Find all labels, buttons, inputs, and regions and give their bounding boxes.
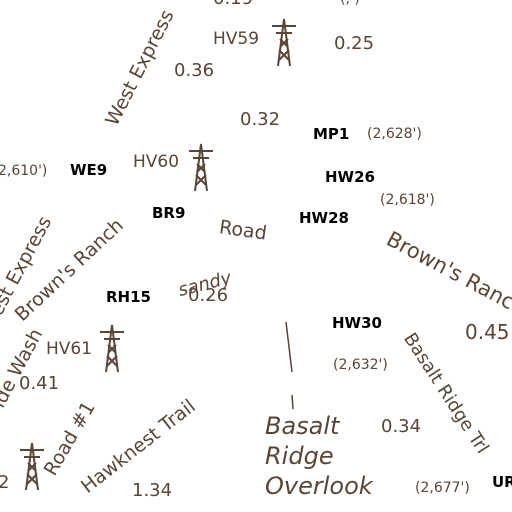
code-hw26: HW26 <box>325 168 375 186</box>
power-tower-icon <box>20 442 44 490</box>
code-hv61: HV61 <box>46 339 93 359</box>
code-br9: BR9 <box>152 204 186 222</box>
power-tower-icon <box>272 18 296 66</box>
distance-0-41: 0.41 <box>19 373 60 394</box>
distance-0-34: 0.34 <box>381 416 422 437</box>
elevation-2618: (2,618') <box>380 192 435 208</box>
elevation-2628: (2,628') <box>367 126 422 142</box>
overlook-leader-line-short <box>291 394 294 410</box>
elevation-2632: (2,632') <box>333 357 388 373</box>
distance-0-19: 0.19 <box>213 0 253 8</box>
elevation-2610: 2,610') <box>0 163 48 179</box>
distance-0-25: 0.25 <box>334 33 375 54</box>
elevation-2677: (2,677') <box>415 480 470 496</box>
power-tower-icon <box>100 324 124 372</box>
code-hw28: HW28 <box>299 209 349 227</box>
overlook-line-2: Ridge <box>265 442 334 470</box>
overlook-leader-line <box>285 321 293 373</box>
code-ur: UR <box>492 473 512 491</box>
basalt-ridge-overlook-label: Basalt Ridge Overlook <box>265 411 373 501</box>
distance-0-32: 0.32 <box>240 109 281 130</box>
code-rh15: RH15 <box>106 288 151 306</box>
code-we9: WE9 <box>70 161 108 179</box>
overlook-line-1: Basalt <box>265 412 340 440</box>
distance-2: 2 <box>0 472 10 493</box>
overlook-line-3: Overlook <box>265 472 373 500</box>
code-hv59: HV59 <box>213 29 260 49</box>
distance-0-26: 0.26 <box>188 285 229 306</box>
distance-0-36: 0.36 <box>174 60 215 81</box>
code-hw30: HW30 <box>332 314 382 332</box>
distance-1-34: 1.34 <box>132 480 173 501</box>
elevation-top: (, ) <box>340 0 360 6</box>
code-hv60: HV60 <box>133 152 180 172</box>
distance-0-45: 0.45 <box>465 320 510 344</box>
code-mp1: MP1 <box>313 125 350 143</box>
power-tower-icon <box>189 143 213 191</box>
